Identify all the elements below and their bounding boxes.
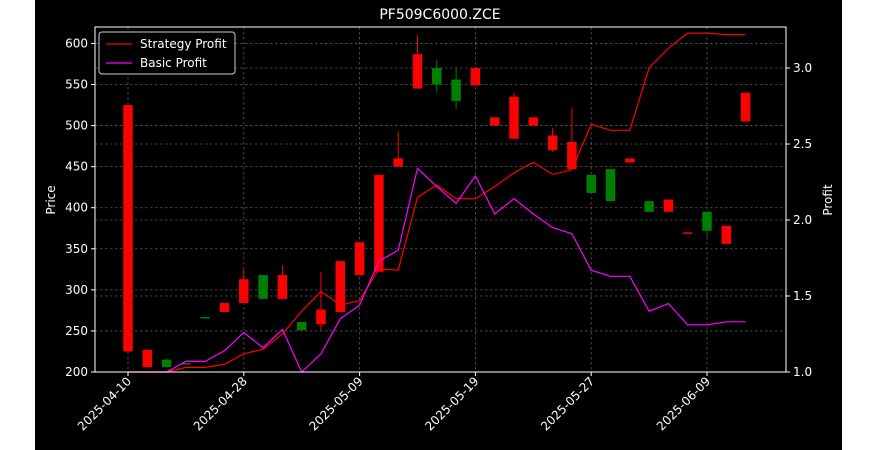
left-tick-label: 350 (65, 242, 88, 256)
candle-body (470, 68, 481, 86)
right-tick-label: 2.0 (793, 213, 812, 227)
candle-body (740, 92, 751, 122)
candle-body (605, 169, 616, 202)
legend-label-basic-profit: Basic Profit (140, 56, 207, 70)
candle-body (682, 232, 693, 234)
candle-body (296, 321, 307, 331)
candle-body (123, 105, 133, 352)
left-tick-label: 550 (65, 78, 88, 92)
candlesticks (123, 35, 751, 368)
right-tick-label: 1.0 (793, 365, 812, 379)
candle-body (393, 158, 403, 167)
right-y-axis: 1.0 1.5 2.0 2.5 3.0 (786, 61, 812, 379)
candle-body (644, 201, 654, 212)
series-line-basic-profit (128, 167, 746, 374)
candle-body (200, 316, 210, 319)
left-tick-label: 600 (65, 36, 88, 50)
profit-lines (128, 32, 746, 374)
right-tick-label: 3.0 (793, 61, 812, 75)
candle-body (509, 96, 519, 139)
legend-label-strategy-profit: Strategy Profit (140, 37, 227, 51)
candle-body (258, 275, 268, 299)
candle-body (335, 261, 346, 313)
right-tick-label: 1.5 (793, 289, 812, 303)
candle-body (142, 349, 153, 368)
left-tick-label: 200 (65, 365, 88, 379)
right-tick-label: 2.5 (793, 137, 812, 151)
candle-body (219, 303, 230, 313)
candle-body (547, 135, 558, 151)
left-tick-label: 300 (65, 283, 88, 297)
candle-body (567, 142, 577, 170)
candle-body (354, 242, 365, 276)
candle-body (316, 309, 326, 325)
candle-body (239, 279, 249, 303)
candle-body (528, 117, 539, 126)
candle-body (702, 211, 712, 231)
candle-body (489, 117, 500, 126)
candle-body (277, 275, 288, 299)
candle-body (586, 174, 596, 193)
plot-frame (94, 26, 787, 373)
legend: Strategy Profit Basic Profit (98, 31, 236, 75)
candle-body (451, 79, 461, 101)
left-tick-label: 400 (65, 201, 88, 215)
left-axis-label: Price (44, 185, 58, 214)
candle-body (412, 54, 423, 89)
left-tick-label: 500 (65, 119, 88, 133)
candle-body (625, 158, 635, 163)
left-y-axis: 200 250 300 350 400 450 500 550 600 (65, 36, 95, 379)
right-axis-label: Profit (821, 184, 835, 216)
legend-box (98, 31, 236, 75)
left-tick-label: 250 (65, 324, 88, 338)
candle-body (432, 68, 442, 85)
candle-body (181, 362, 191, 365)
left-tick-label: 450 (65, 160, 88, 174)
candle-body (161, 359, 172, 368)
candle-body (721, 225, 732, 244)
series-line-strategy-profit (128, 32, 746, 373)
chart-title: PF509C6000.ZCE (379, 7, 500, 23)
candle-body (374, 174, 384, 272)
candle-body (663, 199, 674, 212)
